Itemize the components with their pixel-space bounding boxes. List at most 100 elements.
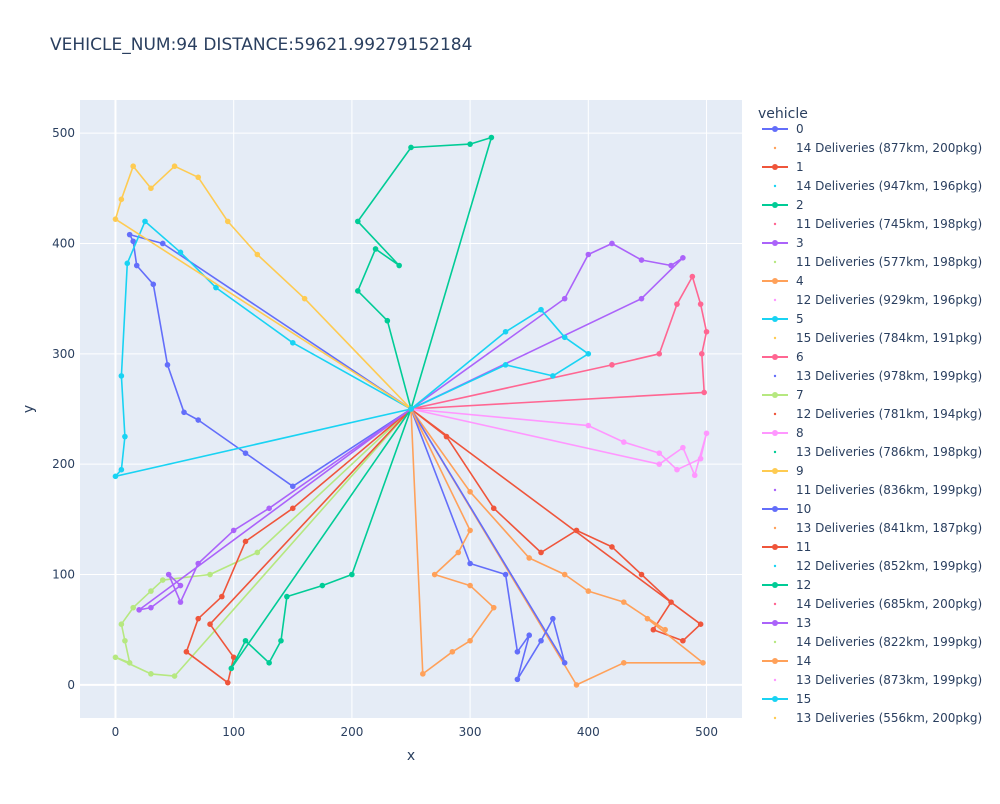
legend-item[interactable]: 8: [762, 426, 804, 440]
route-point: [230, 654, 237, 661]
route-point: [638, 295, 645, 302]
route-point: [443, 433, 450, 440]
y-tick-labels: 0 100 200 300 400 500: [52, 126, 75, 692]
legend-item[interactable]: 12 Deliveries (781km, 194pkg): [773, 407, 982, 421]
route-point: [674, 466, 680, 473]
route-point: [195, 174, 202, 181]
legend-item[interactable]: 13: [762, 616, 811, 630]
legend-item[interactable]: 14 Deliveries (822km, 199pkg): [773, 635, 982, 649]
legend-item[interactable]: 12 Deliveries (852km, 199pkg): [773, 559, 982, 573]
legend-item[interactable]: 14: [762, 654, 811, 668]
route-point: [638, 257, 645, 263]
y-tick-label: 0: [67, 678, 75, 692]
legend-label: 11 Deliveries (836km, 199pkg): [796, 483, 982, 497]
legend-label: 14 Deliveries (947km, 196pkg): [796, 179, 982, 193]
legend-item[interactable]: 2: [762, 198, 804, 212]
route-point: [195, 417, 202, 423]
route-point: [126, 231, 133, 238]
route-point: [573, 527, 580, 534]
legend-item[interactable]: 14 Deliveries (877km, 200pkg): [773, 141, 982, 155]
legend-swatch-dot: [772, 392, 778, 398]
legend-item[interactable]: 15 Deliveries (784km, 191pkg): [773, 331, 982, 345]
x-tick-label: 400: [577, 725, 600, 739]
legend-swatch-dot: [773, 716, 777, 720]
route-point: [319, 582, 326, 589]
legend-label: 11 Deliveries (577km, 198pkg): [796, 255, 982, 269]
route-point: [449, 648, 456, 655]
legend-item[interactable]: 3: [762, 236, 804, 250]
legend-swatch-dot: [772, 354, 778, 360]
route-point: [148, 185, 154, 192]
route-point: [620, 660, 627, 666]
legend-item[interactable]: 4: [762, 274, 804, 288]
legend-item[interactable]: 11 Deliveries (836km, 199pkg): [773, 483, 982, 497]
route-point: [301, 295, 308, 302]
legend-item[interactable]: 9: [762, 464, 804, 478]
route-point: [384, 317, 391, 324]
legend-swatch-dot: [773, 678, 777, 682]
legend-swatch-dot: [772, 620, 778, 626]
legend-swatch-dot: [773, 146, 777, 150]
legend-item[interactable]: 13 Deliveries (556km, 200pkg): [773, 711, 982, 725]
route-point: [148, 604, 154, 611]
route-point: [656, 450, 663, 456]
route-vehicle-8: [408, 406, 710, 479]
legend-item[interactable]: 13 Deliveries (841km, 187pkg): [773, 521, 982, 535]
route-point: [561, 334, 568, 341]
route-point: [691, 472, 698, 479]
legend-item[interactable]: 6: [762, 350, 804, 364]
legend-label: 14: [796, 654, 811, 668]
route-point: [266, 505, 272, 512]
route-point: [455, 549, 462, 556]
route-line: [410, 408, 566, 681]
route-point: [697, 301, 704, 307]
legend-item[interactable]: 15: [762, 692, 811, 706]
x-tick-label: 500: [695, 725, 718, 739]
legend-label: 13: [796, 616, 811, 630]
legend-swatch-dot: [772, 126, 778, 132]
route-point: [644, 615, 651, 622]
route-point: [502, 362, 509, 368]
legend-item[interactable]: 13 Deliveries (786km, 198pkg): [773, 445, 982, 459]
route-point: [372, 246, 379, 252]
route-point: [609, 240, 615, 247]
legend-swatch-dot: [772, 316, 778, 322]
route-point: [538, 549, 544, 556]
legend-item[interactable]: 1: [762, 160, 804, 174]
legend-label: 4: [796, 274, 804, 288]
route-point: [242, 538, 249, 545]
legend-item[interactable]: 10: [762, 502, 811, 516]
legend-item[interactable]: 11: [762, 540, 811, 554]
legend-label: 9: [796, 464, 804, 478]
legend-item[interactable]: 13 Deliveries (978km, 199pkg): [773, 369, 982, 383]
route-point: [620, 439, 627, 445]
route-line: [356, 136, 493, 410]
legend: vehicle 014 Deliveries (877km, 200pkg)11…: [758, 106, 982, 725]
legend-item[interactable]: 11 Deliveries (577km, 198pkg): [773, 255, 982, 269]
legend-label: 15: [796, 692, 811, 706]
route-point: [700, 660, 706, 666]
legend-item[interactable]: 13 Deliveries (873km, 199pkg): [773, 673, 982, 687]
legend-label: 14 Deliveries (822km, 199pkg): [796, 635, 982, 649]
route-point: [650, 626, 657, 633]
legend-label: 15 Deliveries (784km, 191pkg): [796, 331, 982, 345]
route-point: [164, 362, 171, 368]
legend-item[interactable]: 0: [762, 122, 804, 136]
legend-item[interactable]: 11 Deliveries (745km, 198pkg): [773, 217, 982, 231]
route-point: [467, 637, 473, 644]
legend-item[interactable]: 7: [762, 388, 804, 402]
x-tick-label: 200: [340, 725, 363, 739]
legend-swatch-dot: [773, 336, 777, 340]
route-point: [142, 218, 148, 225]
legend-item[interactable]: 12 Deliveries (929km, 196pkg): [773, 293, 982, 307]
legend-item[interactable]: 12: [762, 578, 811, 592]
route-point: [177, 249, 184, 256]
route-point: [148, 588, 154, 594]
route-point: [467, 141, 473, 147]
legend-swatch-dot: [772, 278, 778, 284]
legend-item[interactable]: 14 Deliveries (947km, 196pkg): [773, 179, 982, 193]
legend-swatch-dot: [772, 164, 778, 170]
legend-item[interactable]: 14 Deliveries (685km, 200pkg): [773, 597, 982, 611]
legend-item[interactable]: 5: [762, 312, 804, 326]
